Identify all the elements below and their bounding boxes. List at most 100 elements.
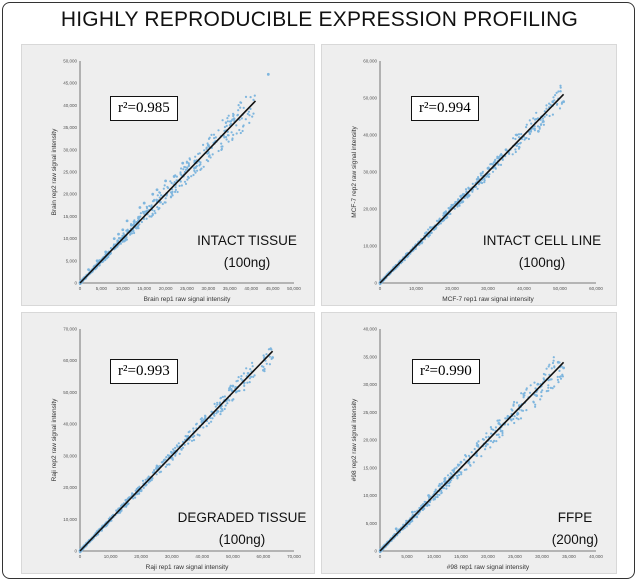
data-point	[559, 84, 562, 87]
data-point	[187, 176, 190, 179]
x-tick-label: 25,000	[180, 286, 194, 291]
data-point	[227, 389, 231, 392]
x-tick-label: 40,000	[195, 554, 209, 559]
data-point	[466, 196, 469, 199]
data-point	[507, 152, 511, 155]
data-point	[235, 132, 238, 135]
data-point	[162, 187, 165, 190]
condition-amount-4: (200ng)	[551, 532, 599, 547]
data-point	[265, 353, 268, 356]
data-point	[238, 118, 241, 121]
y-tick-label: 0	[374, 549, 377, 554]
data-point	[529, 132, 532, 135]
data-point	[413, 510, 417, 513]
data-point	[142, 201, 146, 205]
condition-name-3: DEGRADED TISSUE	[177, 510, 307, 525]
data-point	[138, 206, 142, 209]
data-point	[220, 147, 223, 151]
data-point	[486, 443, 489, 446]
data-point	[226, 134, 229, 137]
data-point	[267, 348, 270, 351]
data-point	[561, 375, 564, 378]
data-point	[536, 125, 540, 128]
x-tick-label: 45,000	[266, 286, 280, 291]
data-point	[541, 389, 544, 392]
data-point	[219, 407, 222, 410]
data-point	[229, 384, 232, 387]
data-point	[494, 426, 497, 429]
data-point	[522, 396, 525, 399]
data-point	[247, 110, 250, 113]
data-point	[251, 365, 254, 368]
data-point	[519, 142, 522, 145]
data-point	[228, 387, 231, 390]
y-tick-label: 5,000	[366, 521, 378, 526]
x-tick-label: 35,000	[562, 554, 576, 559]
data-point	[199, 168, 202, 171]
data-point	[248, 121, 251, 124]
data-point	[161, 202, 164, 206]
condition-label-1: INTACT TISSUE (100ng)	[182, 230, 312, 274]
data-point	[232, 133, 235, 136]
data-point	[520, 133, 523, 136]
data-point	[248, 381, 251, 384]
data-point	[552, 96, 555, 99]
data-point	[501, 158, 504, 161]
data-point	[207, 155, 210, 158]
data-point	[454, 201, 457, 204]
data-point	[202, 143, 205, 146]
scatter-plot-3: 0 10,000 20,000 30,000 40,000 50,000 60,000 70,…	[51, 327, 301, 572]
data-point	[553, 385, 556, 388]
data-point	[180, 167, 183, 170]
data-point	[480, 174, 483, 177]
data-point	[226, 117, 229, 120]
data-point	[159, 470, 163, 473]
data-point	[440, 489, 443, 492]
data-point	[171, 194, 174, 197]
data-point	[421, 508, 424, 511]
data-point	[187, 442, 190, 445]
data-point	[158, 196, 161, 199]
x-axis-label: #98 rep1 raw signal intensity	[447, 564, 530, 571]
r2-label-4: r²=0.990	[412, 359, 480, 384]
data-point	[226, 402, 229, 405]
x-tick-label: 0	[79, 554, 82, 559]
data-point	[536, 117, 540, 120]
data-point	[155, 464, 158, 467]
data-point	[211, 417, 214, 420]
data-point	[220, 145, 223, 148]
data-point	[216, 410, 219, 413]
x-tick-label: 10,000	[427, 554, 441, 559]
data-point	[174, 186, 177, 189]
data-point	[489, 439, 493, 443]
x-tick-label: 35,000	[223, 286, 237, 291]
data-point	[497, 433, 500, 436]
y-axis-label: Raji rep2 raw signal intensity	[51, 398, 58, 481]
data-point	[151, 192, 155, 196]
data-point	[547, 384, 550, 387]
y-tick-label: 45,000	[63, 81, 77, 86]
data-point	[547, 379, 550, 382]
data-point	[248, 377, 251, 380]
x-tick-label: 20,000	[134, 554, 148, 559]
data-point	[548, 102, 551, 105]
data-point	[250, 375, 253, 378]
data-point	[228, 399, 231, 402]
data-point	[219, 413, 222, 416]
data-point	[266, 72, 270, 76]
data-point	[492, 161, 495, 164]
data-point	[515, 417, 518, 420]
data-point	[262, 354, 265, 357]
data-point	[122, 239, 125, 242]
data-point	[520, 392, 523, 395]
data-point	[175, 444, 178, 447]
data-point	[547, 386, 550, 389]
data-point	[155, 473, 158, 476]
data-point	[543, 115, 546, 118]
data-point	[394, 527, 398, 531]
data-point	[467, 187, 470, 190]
data-point	[473, 447, 476, 451]
data-point	[532, 117, 535, 120]
data-point	[209, 416, 212, 420]
data-point	[489, 426, 492, 429]
